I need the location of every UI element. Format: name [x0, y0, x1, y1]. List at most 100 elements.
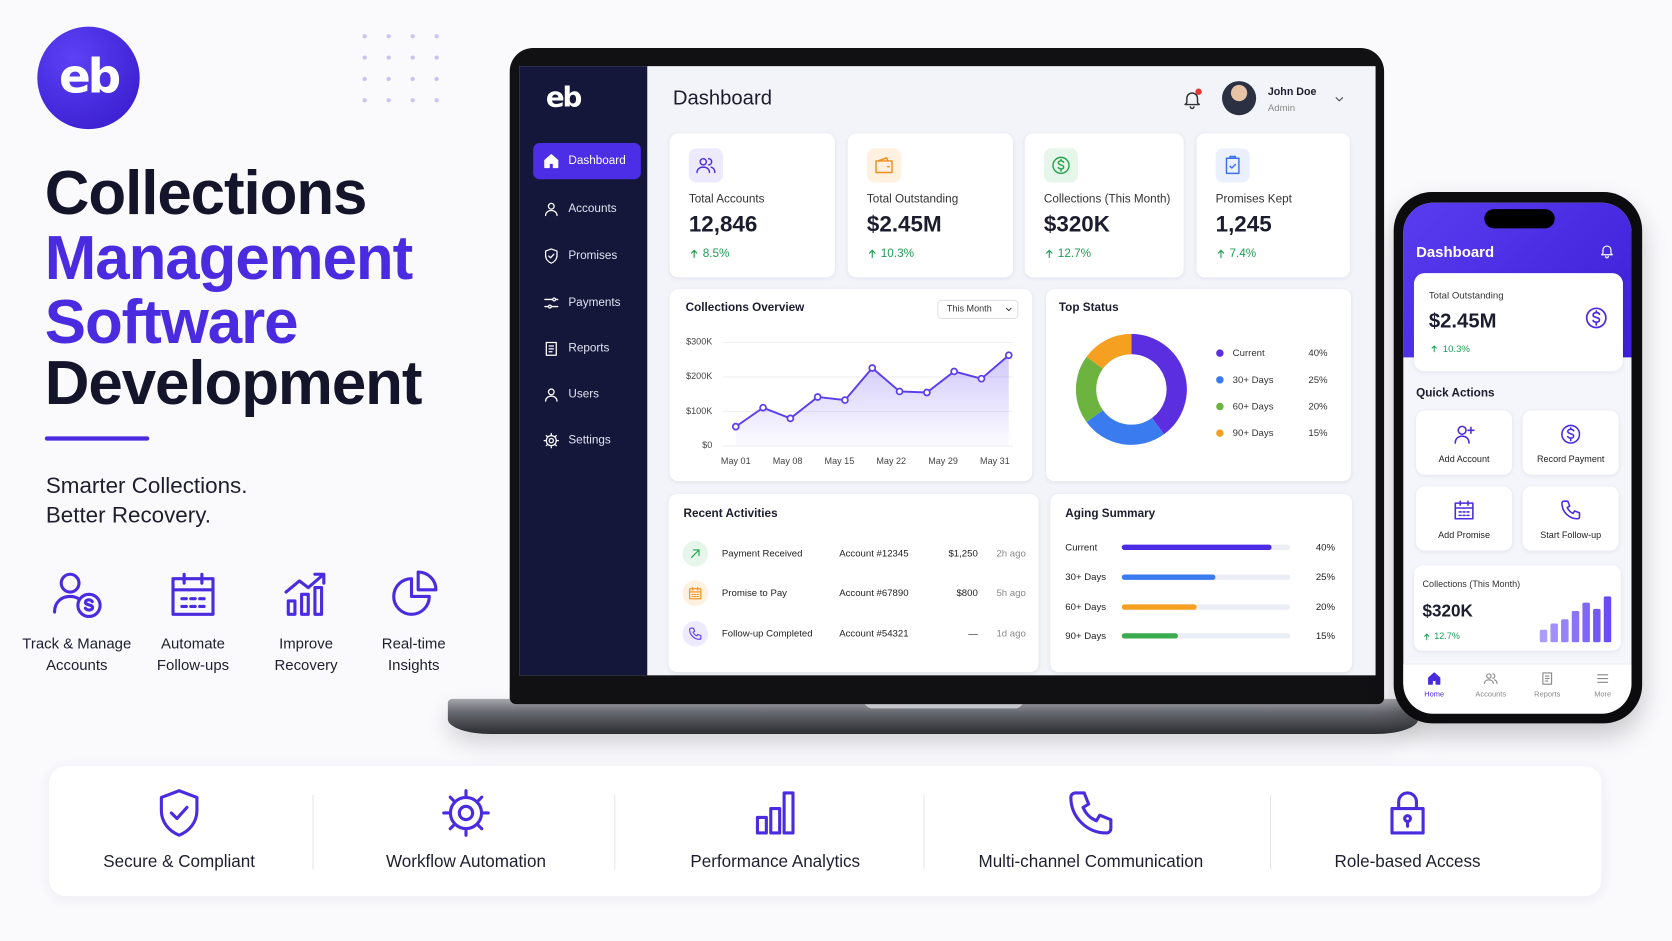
hero-title: Management [44, 223, 413, 294]
activity-account: Account #54321 [839, 628, 909, 639]
card-title: Collections Overview [685, 301, 805, 315]
dot [362, 55, 367, 60]
icon [392, 570, 438, 616]
icon [53, 572, 102, 618]
feature-label: Real-time [381, 634, 446, 652]
tab-label: Accounts [1475, 691, 1507, 699]
tagline: Smarter Collections. [45, 473, 248, 499]
divider [1269, 794, 1272, 870]
x-tick-label: May 01 [720, 455, 751, 467]
dot [410, 98, 415, 103]
aging-value: 40% [1315, 541, 1336, 553]
dot [362, 34, 367, 39]
activity-amount: $1,250 [948, 548, 978, 559]
kpi-value: $320K [1043, 212, 1110, 237]
highlight-label: Secure & Compliant [103, 853, 256, 872]
feature-label: Improve [279, 634, 334, 652]
x-tick-label: May 31 [980, 455, 1010, 467]
dot [386, 55, 391, 60]
title-underline [44, 436, 150, 441]
user-name: John Doe [1267, 86, 1317, 99]
card-title: Aging Summary [1065, 507, 1156, 521]
feature-label: Insights [388, 656, 440, 674]
activity-time: 5h ago [996, 587, 1026, 599]
activity-name: Follow-up Completed [721, 628, 813, 639]
aging-label: 60+ Days [1065, 601, 1107, 613]
nav-item: Settings [568, 433, 611, 447]
y-tick-label: $100K [686, 405, 713, 416]
page-title: Dashboard [672, 87, 772, 110]
card-title: Top Status [1058, 301, 1119, 315]
highlight-label: Multi-channel Communication [978, 853, 1204, 872]
y-tick-label: $300K [686, 336, 713, 347]
feature-label: Automate [161, 634, 225, 652]
feature-label: Recovery [274, 656, 338, 674]
kpi-icon-bg [1215, 148, 1250, 183]
hero-title: Collections [44, 158, 368, 228]
hero-title: Development [44, 348, 423, 418]
kpi-change: 7.4% [1229, 247, 1257, 260]
icon [284, 572, 326, 616]
y-tick-label: $0 [702, 439, 713, 451]
legend-value: 15% [1308, 427, 1328, 439]
icon-shape [392, 570, 438, 616]
legend-value: 40% [1308, 347, 1328, 359]
activity-name: Payment Received [721, 548, 803, 559]
dot [410, 34, 415, 39]
aging-label: 90+ Days [1065, 630, 1107, 642]
logo [37, 26, 140, 130]
kpi-value: 1,245 [1215, 212, 1272, 237]
feature-label: Follow-ups [156, 656, 230, 674]
logo-text: eb [58, 49, 121, 105]
action-tile [1522, 486, 1619, 551]
phone-card-label: Total Outstanding [1428, 290, 1504, 301]
dot [434, 34, 439, 39]
activity-name: Promise to Pay [721, 587, 787, 599]
phone-card-value: $320K [1422, 602, 1473, 621]
hero-title: Software [44, 287, 299, 358]
highlight-label: Performance Analytics [690, 853, 861, 872]
icon-shape [284, 572, 326, 616]
action-label: Add Account [1438, 453, 1490, 465]
y-tick-label: $200K [686, 370, 713, 382]
kpi-label: Total Accounts [688, 192, 765, 206]
icon-shape [53, 572, 102, 618]
nav-item: Accounts [568, 202, 617, 216]
activity-amount: $800 [956, 587, 978, 599]
dot [410, 76, 415, 82]
dot [386, 76, 391, 82]
phone-card-change: 10.3% [1442, 343, 1470, 355]
action-label: Add Promise [1438, 529, 1491, 540]
kpi-icon-bg [1043, 148, 1079, 183]
activity-amount: — [968, 628, 978, 639]
divider [312, 794, 314, 870]
dot [362, 76, 367, 82]
aging-value: 25% [1315, 571, 1336, 583]
action-tile [1416, 486, 1513, 551]
icon-shape [171, 572, 215, 616]
dot [386, 34, 391, 39]
status-card [1046, 289, 1352, 482]
divider [923, 794, 925, 870]
phone-title: Dashboard [1416, 243, 1495, 261]
kpi-icon-bg [688, 148, 723, 183]
nav-item: Reports [568, 342, 610, 355]
nav-item: Dashboard [568, 154, 626, 168]
nav-item: Payments [568, 296, 621, 310]
dot [410, 55, 415, 60]
dot [434, 76, 439, 82]
dot [434, 55, 439, 60]
kpi-change: 8.5% [702, 247, 730, 260]
kpi-label: Total Outstanding [866, 192, 959, 206]
section-title: Quick Actions [1416, 386, 1495, 400]
legend-value: 25% [1308, 374, 1328, 385]
tab-label: Home [1424, 691, 1445, 699]
logo-text: eb [545, 82, 583, 115]
phone-notch [1484, 209, 1555, 229]
action-label: Record Payment [1536, 453, 1605, 465]
phone-card-label: Collections (This Month) [1422, 578, 1521, 590]
activity-icon-bg [682, 540, 709, 567]
highlight-label: Workflow Automation [386, 853, 546, 872]
action-tile [1416, 410, 1513, 475]
filter-label: This Month [946, 303, 992, 314]
